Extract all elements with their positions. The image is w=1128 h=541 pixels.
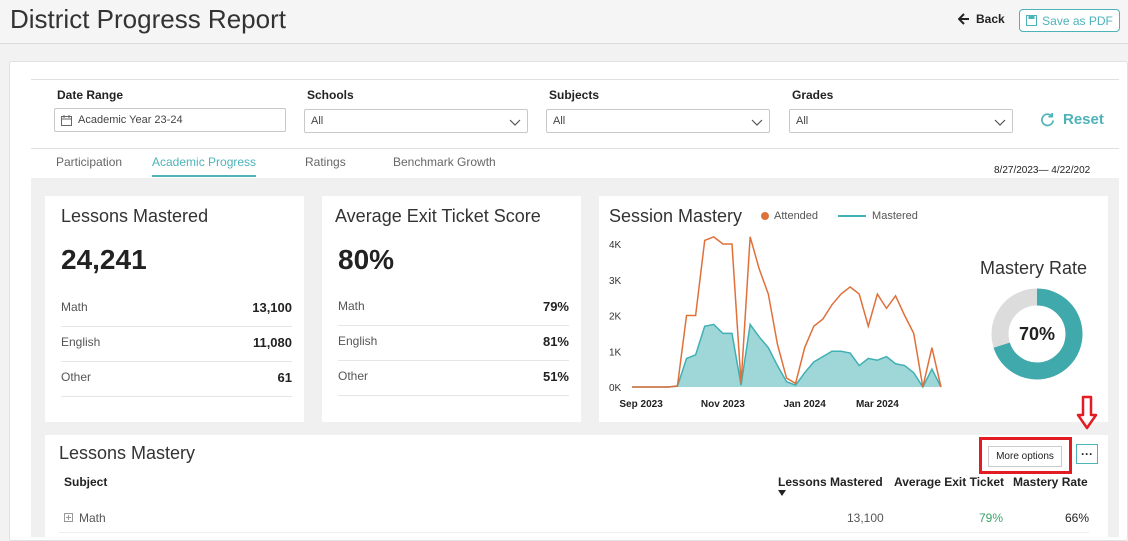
schools-select[interactable]: All (304, 109, 528, 133)
x-tick-label: Sep 2023 (619, 399, 663, 410)
arrow-left-icon (958, 13, 969, 25)
date-range-input[interactable]: Academic Year 23-24 (54, 108, 286, 132)
series-line-mastered (632, 322, 942, 389)
session-mastery-card: Session Mastery Attended Mastered 0K 1K 2K… (599, 196, 1108, 422)
more-options-button[interactable]: More options (988, 446, 1062, 467)
stat-row: Math 79% (338, 291, 569, 326)
legend-attended-swatch (761, 212, 769, 220)
session-mastery-chart: 0K 1K 2K 3K 4K Sep 2023 Nov 2023 Jan 2024 Mar 20… (609, 235, 942, 410)
stat-row-label: English (338, 334, 378, 348)
date-range-display: 8/27/2023— 4/22/202 (994, 165, 1091, 176)
expand-icon[interactable] (64, 513, 73, 522)
schools-label: Schools (307, 88, 354, 102)
chevron-down-icon (509, 119, 521, 126)
page-title: District Progress Report (10, 4, 286, 34)
lessons-mastery-title: Lessons Mastery (59, 443, 196, 463)
lessons-mastered-total: 24,241 (61, 244, 147, 275)
cell-subject: Math (79, 511, 106, 525)
stat-row-value: 13,100 (252, 300, 292, 315)
stat-row: Other 61 (61, 362, 292, 397)
header-bar: District Progress Report Back Save as PD… (0, 0, 1128, 44)
donut-value-label: 70% (1019, 324, 1055, 344)
lessons-mastery-card: Lessons Mastery More options ··· Subject… (45, 435, 1108, 537)
filter-bar (31, 79, 1119, 149)
stat-row: English 81% (338, 326, 569, 361)
y-tick-label: 0K (609, 383, 622, 394)
subjects-select[interactable]: All (546, 109, 770, 133)
save-pdf-button[interactable]: Save as PDF (1019, 9, 1120, 32)
legend-mastered-label: Mastered (872, 210, 918, 222)
save-pdf-label: Save as PDF (1042, 13, 1113, 28)
lessons-mastered-card: Lessons Mastered 24,241 Math 13,100 Engl… (45, 196, 304, 422)
lessons-mastered-title: Lessons Mastered (61, 206, 209, 226)
grades-value: All (796, 115, 809, 127)
stat-row-value: 11,080 (252, 335, 292, 350)
calendar-icon (61, 114, 72, 126)
x-tick-label: Nov 2023 (701, 399, 745, 410)
stat-row: Other 51% (338, 361, 569, 396)
back-button[interactable]: Back (958, 12, 1005, 26)
subjects-value: All (553, 115, 566, 127)
chevron-down-icon (994, 119, 1006, 126)
legend-mastered-swatch (838, 215, 867, 217)
stat-row-label: English (61, 335, 101, 349)
exit-ticket-card: Average Exit Ticket Score 80% Math 79% E… (322, 196, 581, 422)
y-tick-label: 3K (609, 276, 622, 287)
highlight-box: More options (979, 437, 1072, 474)
schools-value: All (311, 115, 324, 127)
stat-row-label: Other (61, 370, 92, 384)
column-header-avg-exit-ticket[interactable]: Average Exit Ticket (894, 475, 1005, 489)
series-line-attended (632, 235, 942, 388)
date-range-value: Academic Year 23-24 (78, 114, 183, 126)
tab-academic-progress[interactable]: Academic Progress (152, 155, 257, 177)
date-range-label: Date Range (57, 88, 124, 102)
chart-legend: Attended Mastered (761, 210, 918, 222)
mastery-rate-donut: 70% (991, 288, 1083, 380)
arrow-down-icon (1076, 395, 1098, 430)
stat-row: English 11,080 (61, 327, 292, 362)
y-tick-label: 1K (609, 347, 622, 358)
y-tick-label: 2K (609, 312, 622, 323)
chevron-down-icon (751, 119, 763, 126)
reset-button[interactable]: Reset (1040, 111, 1104, 128)
legend-attended-label: Attended (774, 210, 819, 222)
tab-ratings[interactable]: Ratings (305, 155, 346, 169)
table-row[interactable]: Math 13,100 79% 66% (59, 503, 1089, 533)
grades-select[interactable]: All (789, 109, 1013, 133)
exit-ticket-total: 80% (338, 244, 395, 275)
grades-label: Grades (792, 88, 834, 102)
series-area-mastered (632, 324, 941, 387)
session-mastery-title: Session Mastery (609, 206, 743, 226)
back-label: Back (976, 12, 1005, 26)
cell-avg-exit-ticket: 79% (979, 511, 1004, 525)
x-tick-label: Mar 2024 (856, 399, 899, 410)
mastery-rate-title: Mastery Rate (980, 258, 1088, 278)
stat-row-value: 81% (542, 334, 569, 349)
save-icon (1026, 15, 1038, 26)
tab-participation[interactable]: Participation (56, 155, 123, 169)
tab-benchmark-growth[interactable]: Benchmark Growth (393, 155, 496, 169)
more-options-dots-button[interactable]: ··· (1076, 444, 1098, 464)
column-header-lessons-mastered[interactable]: Lessons Mastered (778, 475, 883, 489)
column-header-mastery-rate[interactable]: Mastery Rate (1013, 475, 1088, 489)
stat-row-label: Math (338, 299, 365, 313)
donut-fill (991, 288, 1083, 380)
exit-ticket-title: Average Exit Ticket Score (335, 206, 541, 226)
column-header-subject[interactable]: Subject (64, 475, 108, 489)
stat-row-value: 51% (542, 369, 569, 384)
stat-row-label: Other (338, 369, 369, 383)
stat-row: Math 13,100 (61, 292, 292, 327)
stat-row-value: 61 (277, 370, 292, 385)
cell-mastery-rate: 66% (1065, 511, 1090, 525)
stat-row-label: Math (61, 300, 88, 314)
refresh-icon (1041, 112, 1054, 127)
sort-down-icon[interactable] (778, 490, 786, 496)
y-tick-label: 4K (609, 240, 622, 251)
tab-bar: Participation Academic Progress Ratings … (31, 150, 1119, 178)
x-tick-label: Jan 2024 (784, 399, 827, 410)
subjects-label: Subjects (549, 88, 600, 102)
reset-label: Reset (1063, 111, 1104, 128)
stat-row-value: 79% (542, 299, 569, 314)
cell-lessons-mastered: 13,100 (847, 511, 884, 525)
